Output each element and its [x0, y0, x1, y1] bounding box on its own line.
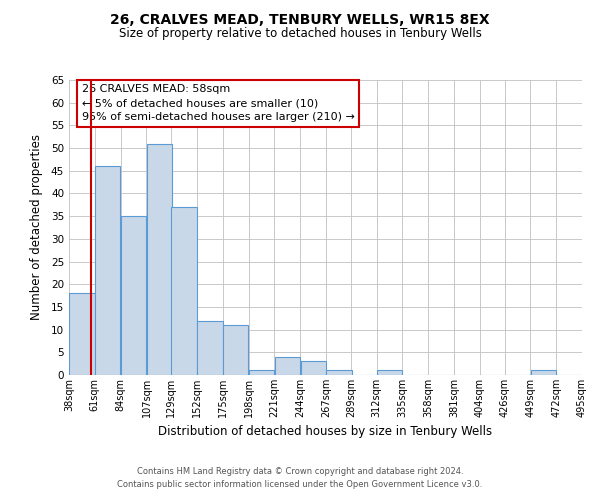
Bar	[121, 216, 146, 375]
Bar	[326, 370, 352, 375]
X-axis label: Distribution of detached houses by size in Tenbury Wells: Distribution of detached houses by size …	[158, 426, 493, 438]
Bar	[530, 370, 556, 375]
Bar	[172, 207, 197, 375]
Y-axis label: Number of detached properties: Number of detached properties	[29, 134, 43, 320]
Bar	[223, 325, 248, 375]
Bar	[249, 370, 274, 375]
Bar	[275, 357, 300, 375]
Text: Size of property relative to detached houses in Tenbury Wells: Size of property relative to detached ho…	[119, 28, 481, 40]
Bar	[377, 370, 402, 375]
Bar	[147, 144, 172, 375]
Text: 26 CRALVES MEAD: 58sqm
← 5% of detached houses are smaller (10)
95% of semi-deta: 26 CRALVES MEAD: 58sqm ← 5% of detached …	[82, 84, 355, 122]
Text: Contains public sector information licensed under the Open Government Licence v3: Contains public sector information licen…	[118, 480, 482, 489]
Bar	[95, 166, 121, 375]
Text: Contains HM Land Registry data © Crown copyright and database right 2024.: Contains HM Land Registry data © Crown c…	[137, 467, 463, 476]
Bar	[197, 320, 223, 375]
Text: 26, CRALVES MEAD, TENBURY WELLS, WR15 8EX: 26, CRALVES MEAD, TENBURY WELLS, WR15 8E…	[110, 12, 490, 26]
Bar	[301, 362, 326, 375]
Bar	[69, 294, 95, 375]
